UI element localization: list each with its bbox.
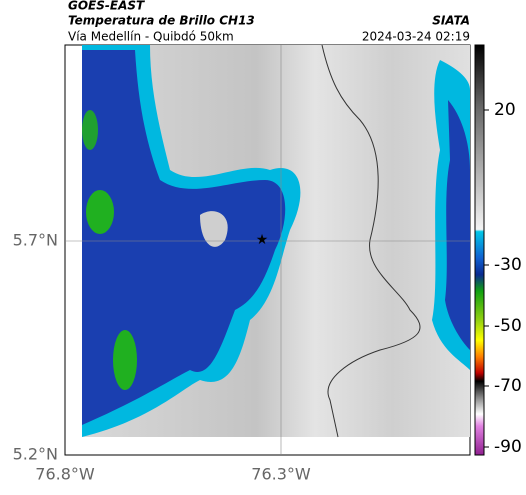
deep-convection xyxy=(113,330,137,390)
cold-cloud xyxy=(445,100,470,350)
cold-cloud xyxy=(82,50,286,425)
colorbar-label: -30 xyxy=(494,255,522,275)
lat-label: 5.2°N xyxy=(13,445,58,464)
subtitle: Vía Medellín - Quibdó 50km xyxy=(68,30,234,44)
deep-convection xyxy=(86,190,114,234)
title: Temperatura de Brillo CH13 xyxy=(68,14,255,28)
colorbar-label: -70 xyxy=(494,376,522,396)
lon-label: 76.3°W xyxy=(251,465,311,484)
axis-labels: 5.7°N 5.2°N 76.8°W 76.3°W xyxy=(13,231,311,484)
site-marker: ★ xyxy=(256,232,269,248)
colorbar-label: -90 xyxy=(494,437,522,457)
colorbar-label: -50 xyxy=(494,316,522,336)
deep-convection xyxy=(82,110,98,150)
header: GOES-EAST Temperatura de Brillo CH13 Vía… xyxy=(68,0,470,44)
brand: SIATA xyxy=(432,14,470,28)
lat-label: 5.7°N xyxy=(13,231,58,250)
timestamp: 2024-03-24 02:19 xyxy=(362,30,470,44)
colorbar: 20 -30 -50 -70 -90 xyxy=(474,44,522,457)
lon-label: 76.8°W xyxy=(35,465,95,484)
colorbar-scale xyxy=(474,44,485,456)
colorbar-label: 20 xyxy=(494,100,516,120)
source: GOES-EAST xyxy=(68,0,145,13)
map: ★ xyxy=(64,44,471,456)
clear-gap xyxy=(200,211,228,247)
border xyxy=(321,44,421,438)
